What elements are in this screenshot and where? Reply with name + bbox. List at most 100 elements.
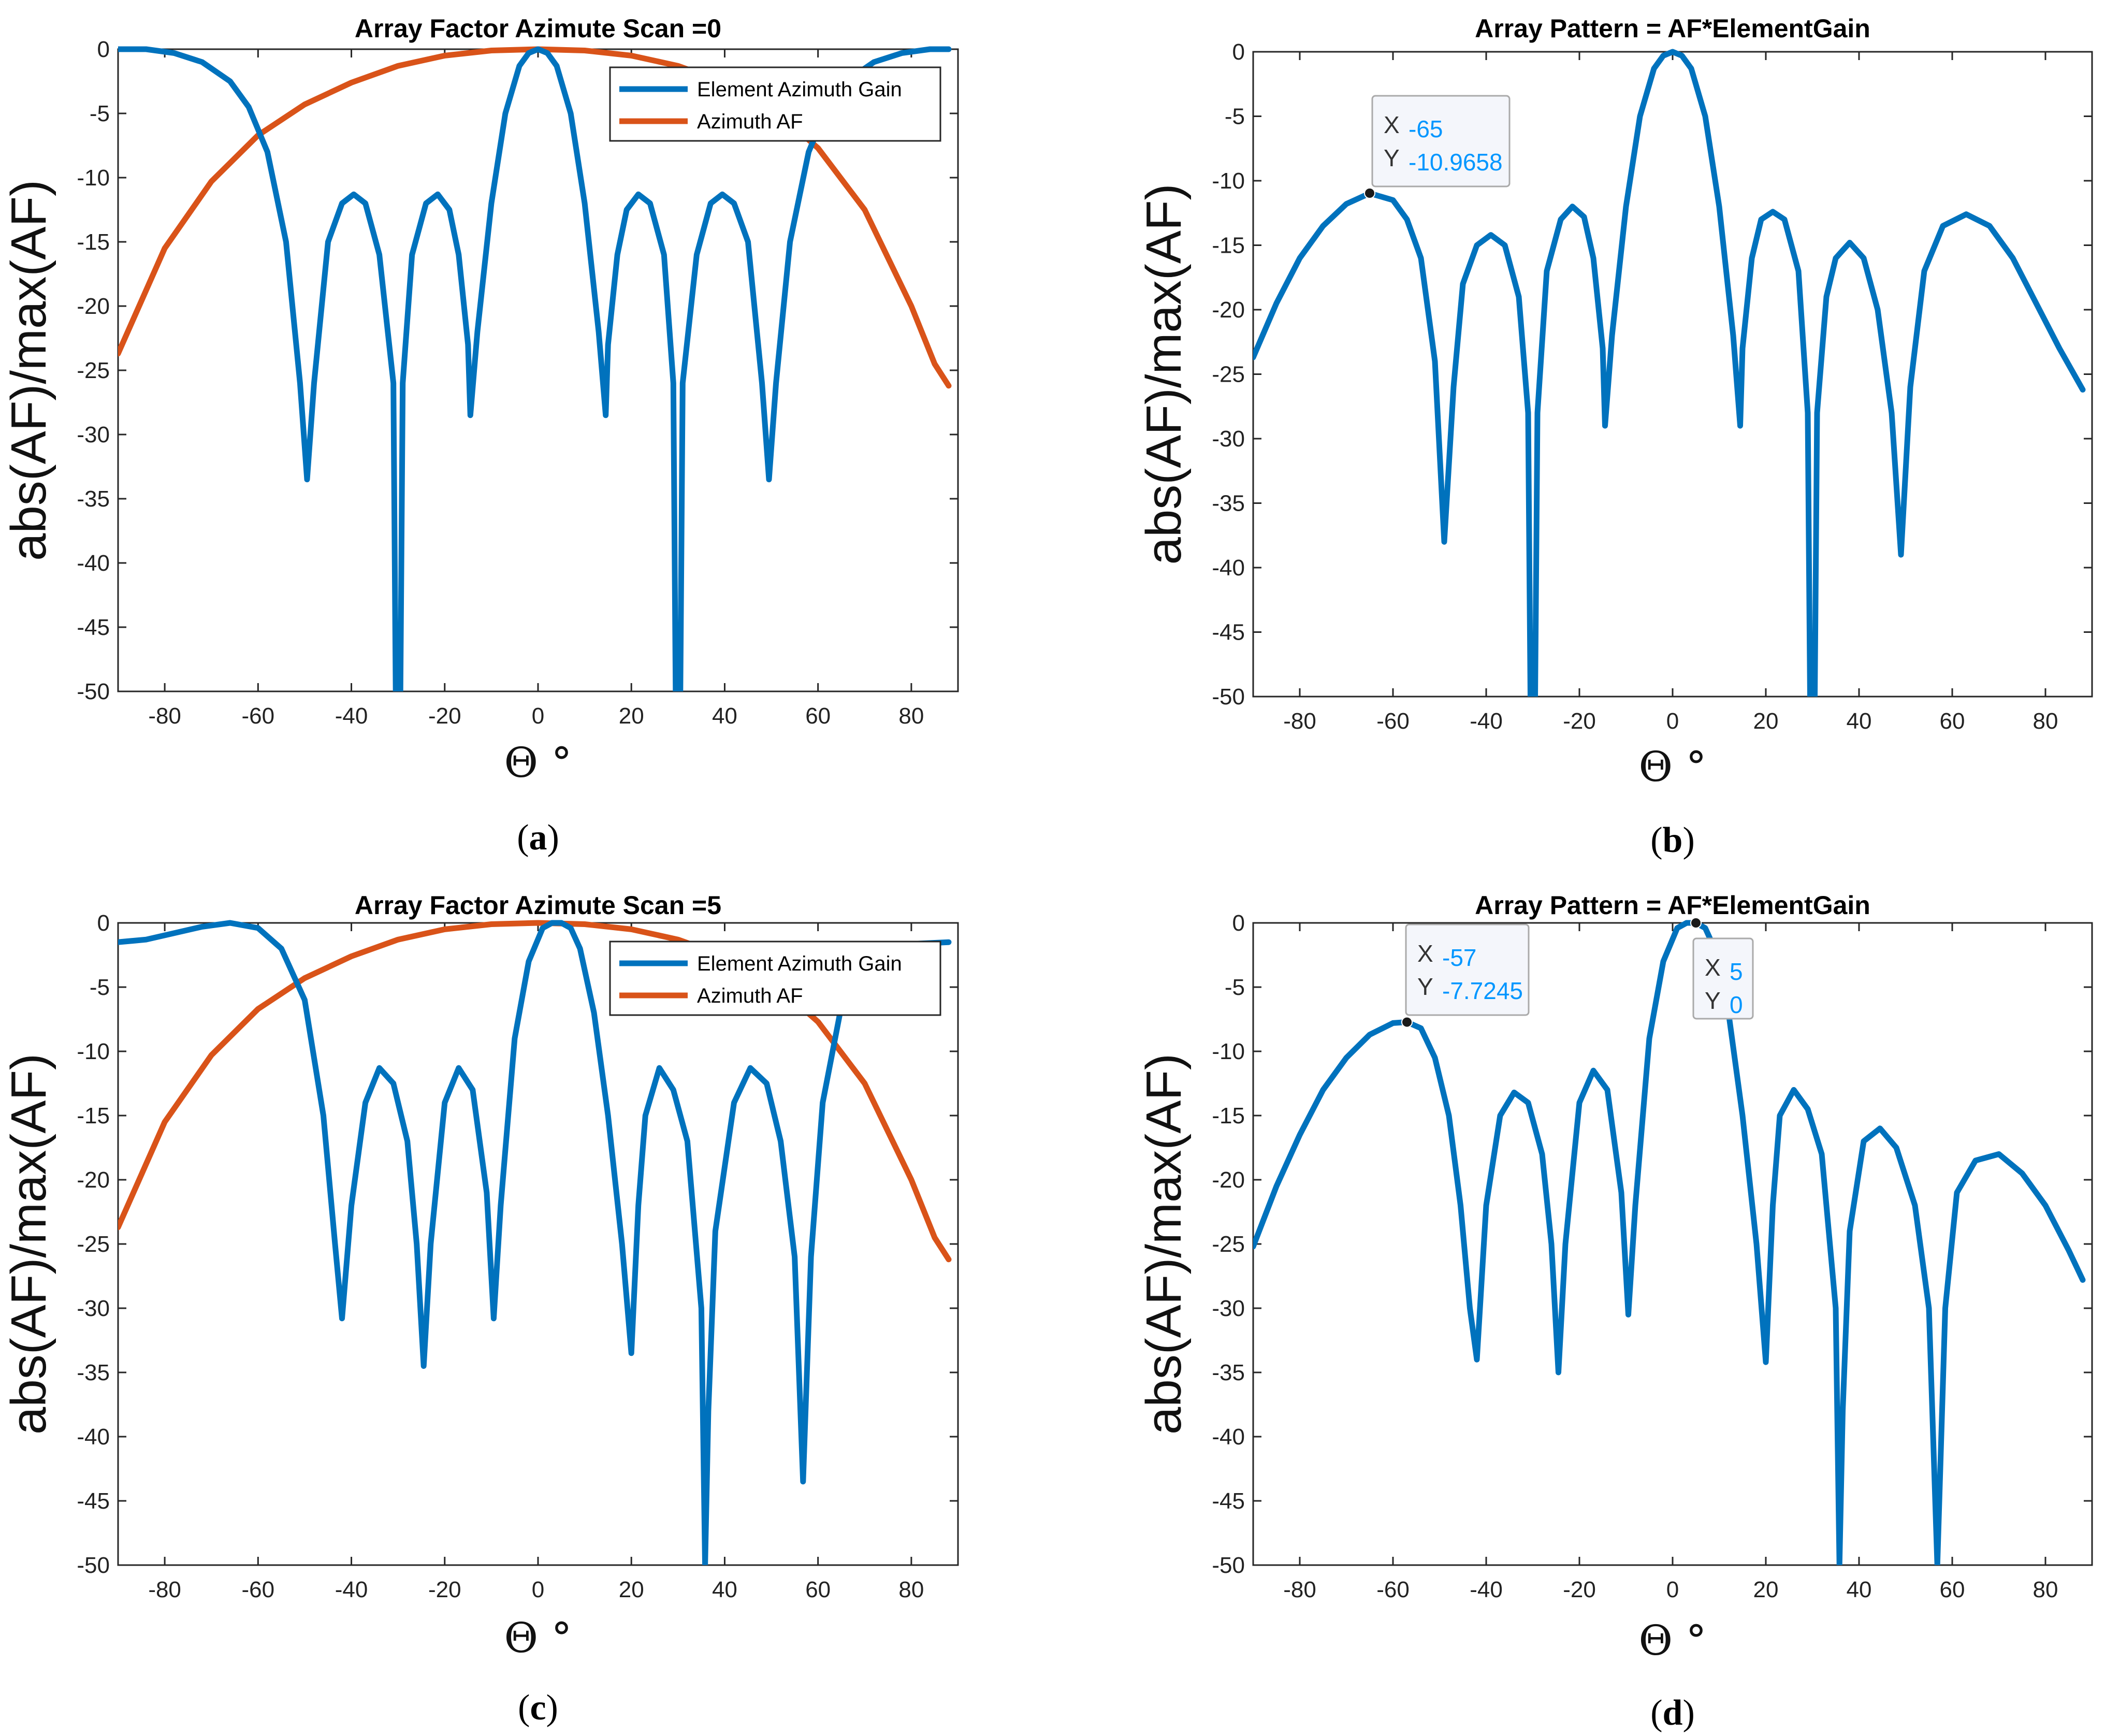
datatip-y-value: -7.7245 xyxy=(1442,977,1523,1004)
panel-caption: (b) xyxy=(1650,820,1695,860)
x-tick-label: 0 xyxy=(1666,1577,1679,1602)
x-tick-label: -20 xyxy=(428,703,461,729)
x-tick-label: 60 xyxy=(805,1577,831,1602)
x-tick-label: -40 xyxy=(1470,708,1503,734)
legend-entry: Azimuth AF xyxy=(697,110,803,133)
datatip-x-value: 5 xyxy=(1730,958,1743,985)
y-tick-label: -45 xyxy=(1212,620,1245,645)
x-tick-label: 80 xyxy=(898,703,924,729)
x-tick-label: 0 xyxy=(1666,708,1679,734)
y-tick-label: -35 xyxy=(77,486,110,512)
series-line-array-pattern xyxy=(1253,49,2086,697)
x-tick-label: -80 xyxy=(1283,708,1316,734)
y-tick-label: -5 xyxy=(1225,975,1245,1000)
x-tick-label: -60 xyxy=(1376,708,1410,734)
y-tick-label: -15 xyxy=(1212,233,1245,258)
datatip-marker xyxy=(1364,187,1375,199)
y-tick-label: -40 xyxy=(1212,555,1245,581)
y-tick-label: -40 xyxy=(77,1424,110,1450)
datatip-y-value: -10.9658 xyxy=(1409,149,1503,176)
datatip[interactable]: X -65 Y -10.9658 xyxy=(1371,95,1511,187)
chart-title: Array Factor Azimute Scan =0 xyxy=(355,14,721,43)
chart-title: Array Factor Azimute Scan =5 xyxy=(355,891,721,920)
y-tick-label: -15 xyxy=(77,1103,110,1129)
plot-area xyxy=(1252,922,2093,1566)
x-tick-label: -80 xyxy=(1283,1577,1316,1602)
y-tick-label: 0 xyxy=(1232,910,1245,936)
x-tick-label: 60 xyxy=(1940,708,1965,734)
y-tick-label: -20 xyxy=(1212,297,1245,323)
x-tick-label: -60 xyxy=(1376,1577,1410,1602)
y-axis-label: abs(AF)/max(AF) xyxy=(1,1053,56,1435)
x-tick-label: 60 xyxy=(1940,1577,1965,1602)
plot-area xyxy=(117,922,959,1566)
y-tick-label: 0 xyxy=(97,910,110,936)
y-axis-label: abs(AF)/max(AF) xyxy=(1136,183,1192,565)
x-tick-label: 40 xyxy=(712,1577,737,1602)
y-tick-label: -30 xyxy=(77,1296,110,1321)
y-tick-label: -5 xyxy=(1225,104,1245,129)
y-tick-label: -30 xyxy=(1212,1296,1245,1321)
x-tick-label: -80 xyxy=(148,703,181,729)
legend-entry: Element Azimuth Gain xyxy=(697,78,902,101)
x-tick-label: -40 xyxy=(335,703,368,729)
y-tick-label: -30 xyxy=(1212,426,1245,452)
x-tick-label: -40 xyxy=(335,1577,368,1602)
panel-caption: (a) xyxy=(517,818,559,858)
x-axis-label: Θ ° xyxy=(504,1614,572,1662)
y-tick-label: -25 xyxy=(1212,362,1245,387)
y-tick-label: -50 xyxy=(1212,684,1245,710)
legend: Element Azimuth Gain Azimuth AF xyxy=(609,941,941,1016)
y-tick-label: -10 xyxy=(1212,1039,1245,1064)
y-tick-label: -45 xyxy=(77,1488,110,1514)
y-tick-label: -50 xyxy=(77,679,110,704)
panel-caption: (c) xyxy=(518,1688,558,1728)
chart-title: Array Pattern = AF*ElementGain xyxy=(1475,891,1870,920)
x-tick-label: -40 xyxy=(1470,1577,1503,1602)
y-tick-label: -35 xyxy=(1212,491,1245,516)
chart-title: Array Pattern = AF*ElementGain xyxy=(1475,14,1870,43)
x-tick-label: -20 xyxy=(1563,1577,1596,1602)
chart-panel-b: 0 -5 -10 -15 -20 -25 -30 -35 -40 -45 -50 -80 -60 -40 -… xyxy=(1136,14,2093,860)
datatip-y-label: Y xyxy=(1417,973,1433,1000)
x-tick-label: 40 xyxy=(1847,708,1872,734)
panel-caption: (d) xyxy=(1650,1693,1695,1733)
datatip[interactable]: X -57 Y -7.7245 xyxy=(1405,923,1530,1016)
x-tick-label: -60 xyxy=(242,703,275,729)
datatip-marker xyxy=(1690,917,1702,929)
y-tick-label: -20 xyxy=(77,294,110,319)
chart-panel-c: 0 -5 -10 -15 -20 -25 -30 -35 -40 -45 -50 -80 -60 -40 -… xyxy=(1,891,959,1728)
x-tick-label: -80 xyxy=(148,1577,181,1602)
x-tick-label: 0 xyxy=(532,1577,544,1602)
x-tick-label: 40 xyxy=(1847,1577,1872,1602)
y-axis-label: abs(AF)/max(AF) xyxy=(1136,1053,1192,1435)
y-tick-label: -25 xyxy=(77,358,110,383)
datatip-marker xyxy=(1401,1016,1413,1028)
legend-entry: Azimuth AF xyxy=(697,985,803,1007)
x-tick-label: 20 xyxy=(1753,1577,1779,1602)
series-line-element-azimuth-gain xyxy=(118,920,952,1565)
y-tick-label: -40 xyxy=(77,551,110,576)
datatip-y-value: 0 xyxy=(1730,991,1743,1018)
x-tick-label: 80 xyxy=(2033,708,2058,734)
y-tick-label: -35 xyxy=(77,1360,110,1385)
y-tick-label: -15 xyxy=(77,229,110,255)
datatip-x-label: X xyxy=(1384,111,1400,138)
x-tick-label: 80 xyxy=(2033,1577,2058,1602)
y-tick-label: 0 xyxy=(97,37,110,62)
y-tick-label: -40 xyxy=(1212,1424,1245,1450)
x-tick-label: 40 xyxy=(712,703,737,729)
datatip[interactable]: X 5Y 0 xyxy=(1692,937,1754,1020)
y-tick-label: -30 xyxy=(77,422,110,447)
y-tick-label: -10 xyxy=(77,165,110,191)
legend-entry: Element Azimuth Gain xyxy=(697,952,902,975)
x-tick-label: 60 xyxy=(805,703,831,729)
datatip-x-label: X xyxy=(1417,940,1433,967)
plot-area xyxy=(117,48,959,692)
x-tick-label: 80 xyxy=(898,1577,924,1602)
y-tick-label: -10 xyxy=(1212,168,1245,194)
x-axis-label: Θ ° xyxy=(504,739,572,787)
y-tick-label: -45 xyxy=(1212,1488,1245,1514)
x-tick-label: 20 xyxy=(1753,708,1779,734)
chart-panel-d: 0 -5 -10 -15 -20 -25 -30 -35 -40 -45 -50 -80 -60 -40 -… xyxy=(1136,891,2093,1733)
